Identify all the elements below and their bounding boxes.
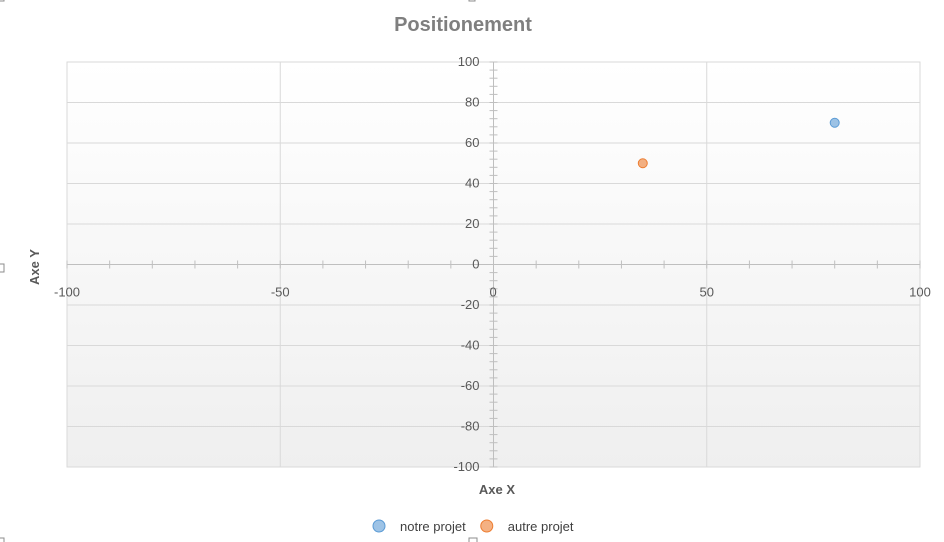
resize-handle-top-left[interactable] <box>0 0 5 2</box>
axes <box>66 61 921 468</box>
y-tick-label: 40 <box>465 176 479 191</box>
y-tick-label: 20 <box>465 216 479 231</box>
data-points <box>637 117 840 169</box>
y-axis-title: Axe Y <box>27 249 42 285</box>
data-point[interactable] <box>637 158 648 169</box>
y-tick-label: -20 <box>461 297 480 312</box>
y-tick-label: -80 <box>461 419 480 434</box>
resize-handle-top-center[interactable] <box>468 0 476 2</box>
x-tick-label: 0 <box>490 285 497 300</box>
y-tick-label: -60 <box>461 378 480 393</box>
resize-handle-bottom-left[interactable] <box>0 537 5 542</box>
legend-label: notre projet <box>400 519 466 534</box>
resize-handle-middle-left[interactable] <box>0 263 5 273</box>
y-tick-label: 100 <box>458 54 480 69</box>
data-point[interactable] <box>829 117 840 128</box>
legend-marker <box>372 519 386 533</box>
chart-title: Positionement <box>394 14 532 36</box>
tick-labels: -100 -50 0 50 100 -100 -80 -60 -40 -20 0 20 40 60 80 10… <box>54 54 931 474</box>
x-tick-label: -50 <box>271 285 290 300</box>
y-tick-label: 60 <box>465 135 479 150</box>
legend: notre projet autre projet <box>372 519 574 534</box>
legend-marker <box>480 519 494 533</box>
legend-label: autre projet <box>508 519 574 534</box>
x-tick-label: -100 <box>54 285 80 300</box>
y-tick-label: -40 <box>461 338 480 353</box>
y-tick-label: 0 <box>472 257 479 272</box>
x-tick-label: 100 <box>909 285 931 300</box>
y-tick-label: -100 <box>453 459 479 474</box>
x-tick-label: 50 <box>700 285 714 300</box>
resize-handle-bottom-center[interactable] <box>468 537 478 542</box>
y-tick-label: 80 <box>465 95 479 110</box>
x-axis-title: Axe X <box>479 482 515 497</box>
